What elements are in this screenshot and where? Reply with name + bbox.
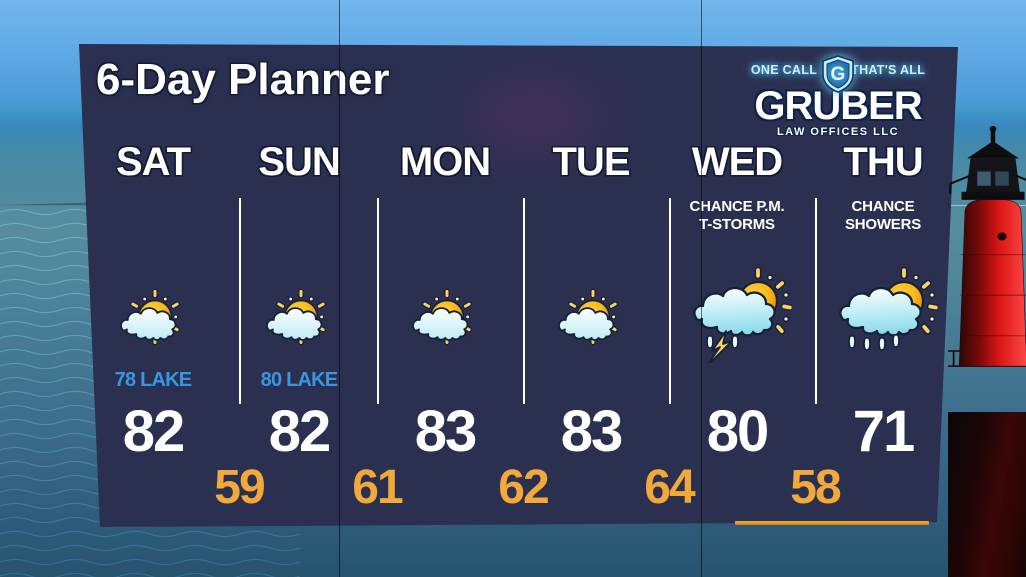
svg-text:G: G	[831, 64, 846, 85]
